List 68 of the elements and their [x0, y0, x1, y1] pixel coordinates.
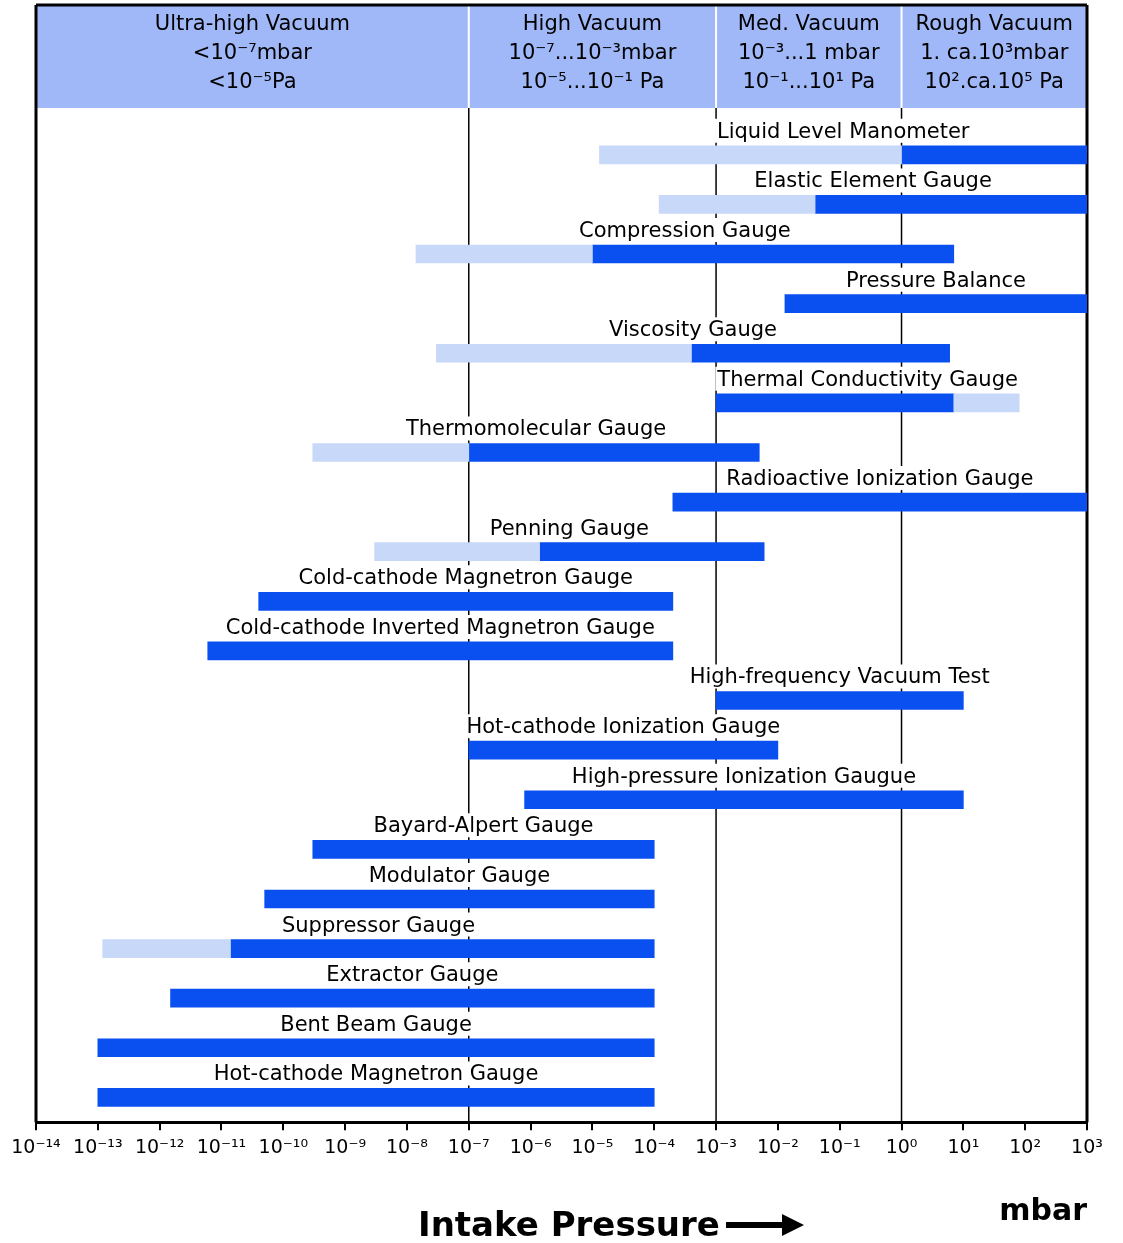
- y-tick-label: Cold-cathode Magnetron Gauge: [298, 565, 634, 590]
- text: mbar: [999, 1192, 1088, 1227]
- bar: [691, 343, 950, 363]
- y-tick-label: Bayard-Alpert Gauge: [373, 813, 594, 838]
- bar: [258, 591, 674, 611]
- y-tick-label: Cold-cathode Inverted Magnetron Gauge: [225, 614, 655, 639]
- bar: [658, 195, 816, 214]
- y-tick-label: Extractor Gauge: [326, 962, 499, 987]
- x-tick-label: 10⁻⁵: [571, 1134, 614, 1157]
- bar: [312, 443, 470, 462]
- x-tick-label: 10⁻⁶: [509, 1134, 552, 1157]
- y-tick-label: Liquid Level Manometer: [717, 118, 970, 143]
- bar: [97, 1088, 655, 1107]
- bar: [207, 641, 674, 661]
- x-tick-label: 10⁻⁴: [633, 1134, 676, 1157]
- y-tick-label: Hot-cathode Ionization Gauge: [466, 714, 781, 739]
- x-tick-label: 10⁻⁸: [386, 1134, 428, 1157]
- bar: [592, 244, 955, 264]
- y-tick-label: Radioactive Ionization Gauge: [726, 466, 1034, 491]
- text: Ultra-high Vacuum <10⁻⁷mbar <10⁻⁵Pa: [154, 11, 350, 94]
- y-tick-label: Hot-cathode Magnetron Gauge: [213, 1061, 539, 1086]
- y-tick-label: High-frequency Vacuum Test: [689, 664, 990, 689]
- x-tick-label: 10⁻⁹: [324, 1134, 367, 1157]
- x-tick-label: 10⁻²: [756, 1134, 799, 1157]
- y-tick-label: Elastic Element Gauge: [754, 168, 992, 193]
- x-tick-label: 10¹: [947, 1134, 980, 1157]
- bar: [524, 790, 964, 810]
- bar: [468, 443, 760, 462]
- x-tick-label: 10⁻¹: [818, 1134, 861, 1157]
- x-tick-label: 10⁻¹⁰: [258, 1134, 309, 1157]
- bar: [953, 393, 1020, 413]
- bar: [97, 1038, 655, 1058]
- bar: [784, 294, 1087, 313]
- y-tick-label: Penning Gauge: [489, 515, 650, 540]
- x-tick-label: 10³: [1071, 1134, 1103, 1157]
- x-tick-label: 10⁻¹⁴: [11, 1134, 62, 1157]
- x-tick-label: 10²: [1009, 1134, 1042, 1157]
- x-axis-title: Intake Pressure: [418, 1204, 720, 1243]
- y-tick-label: Pressure Balance: [845, 267, 1027, 292]
- text: Rough Vacuum 1. ca.10³mbar 10².ca.10⁵ Pa: [915, 11, 1073, 94]
- text: High Vacuum 10⁻⁷...10⁻³mbar 10⁻⁵...10⁻¹ Pa: [508, 11, 677, 94]
- bar: [312, 840, 655, 859]
- y-tick-label: Thermomolecular Gauge: [404, 416, 667, 441]
- y-tick-label: Viscosity Gauge: [609, 317, 777, 342]
- x-tick-label: 10⁻¹¹: [196, 1134, 247, 1157]
- bar: [539, 542, 765, 562]
- x-tick-label: 10⁻¹³: [73, 1134, 123, 1157]
- x-tick-label: 10⁻³: [695, 1134, 737, 1157]
- y-tick-label: High-pressure Ionization Gaugue: [571, 763, 917, 788]
- bar: [814, 195, 1087, 214]
- bar: [672, 492, 1087, 512]
- y-tick-label: Thermal Conductivity Gauge: [716, 366, 1018, 391]
- y-tick-label: Suppressor Gauge: [281, 912, 476, 937]
- bar: [415, 244, 593, 264]
- x-tick-label: 10⁰: [885, 1134, 918, 1157]
- bar: [170, 988, 655, 1008]
- bar: [102, 939, 231, 958]
- x-tick-label: 10⁻¹²: [134, 1134, 185, 1157]
- bar: [230, 939, 655, 958]
- text: Med. Vacuum 10⁻³...1 mbar 10⁻¹...10¹ Pa: [737, 11, 880, 94]
- y-tick-label: Bent Beam Gauge: [280, 1011, 472, 1036]
- bar: [901, 145, 1087, 165]
- bar: [374, 542, 540, 562]
- y-tick-label: Modulator Gauge: [368, 862, 551, 887]
- x-tick-label: 10⁻⁷: [447, 1134, 490, 1157]
- y-tick-label: Compression Gauge: [579, 217, 791, 242]
- bar: [264, 889, 655, 909]
- bar: [436, 343, 692, 363]
